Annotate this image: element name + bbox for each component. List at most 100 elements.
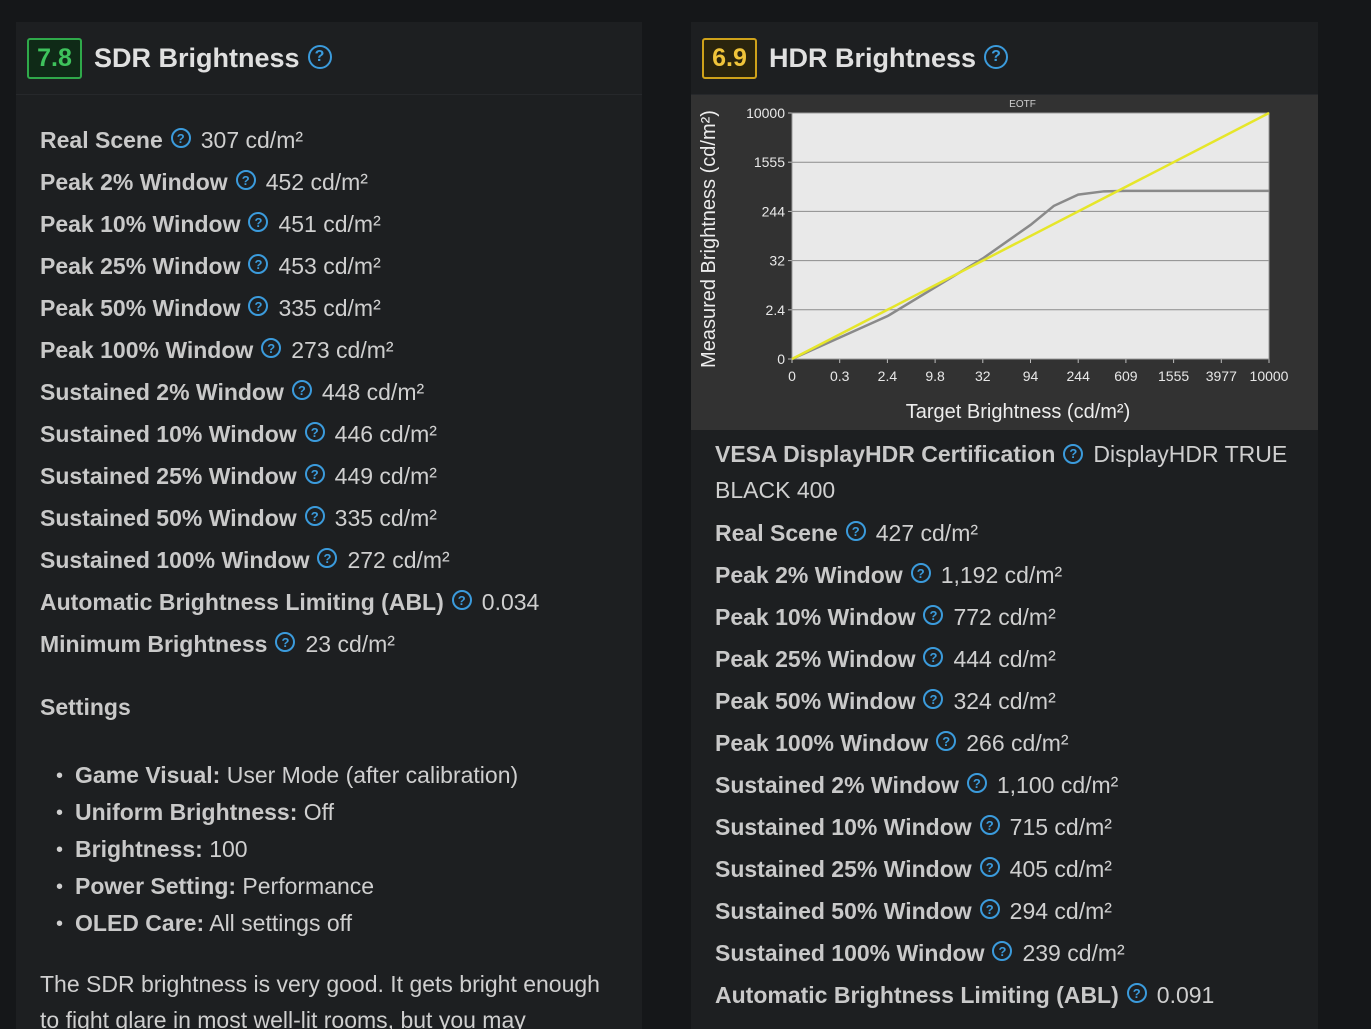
- help-icon[interactable]: ?: [248, 212, 269, 232]
- settings-item: Power Setting: Performance: [56, 868, 642, 905]
- x-tick-label: 32: [975, 368, 991, 384]
- vesa-label: VESA DisplayHDR Certification: [715, 441, 1056, 467]
- help-icon[interactable]: ?: [979, 857, 1000, 877]
- help-icon[interactable]: ?: [1126, 983, 1147, 1003]
- help-icon[interactable]: ?: [304, 464, 325, 484]
- hdr-header: 6.9 HDR Brightness ?: [691, 22, 1318, 95]
- help-icon[interactable]: ?: [304, 506, 325, 526]
- help-icon[interactable]: ?: [451, 590, 472, 610]
- measurement-value: 452 cd/m²: [265, 168, 368, 195]
- measurement-row: Sustained 10% Window? 715 cd/m²: [715, 806, 1294, 848]
- measurement-label: Peak 2% Window: [40, 168, 228, 195]
- help-icon[interactable]: ?: [248, 296, 269, 316]
- help-icon[interactable]: ?: [235, 170, 256, 190]
- measurement-row: Peak 25% Window? 453 cd/m²: [40, 245, 618, 287]
- settings-key: Game Visual:: [75, 762, 221, 788]
- measurement-value: 324 cd/m²: [953, 687, 1056, 714]
- hdr-score-badge: 6.9: [702, 37, 757, 79]
- settings-key: Uniform Brightness:: [75, 799, 298, 825]
- help-icon[interactable]: ?: [979, 815, 1000, 835]
- measurement-label: Sustained 2% Window: [40, 378, 284, 405]
- y-tick-label: 244: [762, 203, 786, 219]
- measurement-row: Automatic Brightness Limiting (ABL)? 0.03…: [40, 581, 618, 623]
- help-icon[interactable]: ?: [966, 773, 987, 793]
- chart-title: EOTF: [1009, 99, 1036, 110]
- measurement-label: Real Scene: [40, 126, 163, 153]
- x-tick-label: 2.4: [878, 368, 898, 384]
- settings-item: Uniform Brightness: Off: [56, 794, 642, 831]
- measurement-value: 451 cd/m²: [278, 210, 381, 237]
- settings-value: Performance: [242, 873, 375, 899]
- measurement-value: 427 cd/m²: [875, 519, 979, 546]
- y-tick-label: 32: [769, 253, 785, 269]
- sdr-score-badge: 7.8: [27, 37, 82, 79]
- measurement-row: Sustained 2% Window? 1,100 cd/m²: [715, 764, 1294, 806]
- x-tick-label: 0.3: [830, 368, 850, 384]
- plot-border: [791, 112, 1270, 360]
- x-tick-label: 244: [1067, 368, 1091, 384]
- help-icon[interactable]: ?: [992, 941, 1013, 961]
- measurement-row: Peak 2% Window? 1,192 cd/m²: [715, 554, 1294, 596]
- measurement-label: Peak 25% Window: [40, 252, 241, 279]
- help-icon[interactable]: ?: [291, 380, 312, 400]
- help-icon[interactable]: ?: [910, 563, 931, 583]
- x-tick-label: 94: [1023, 368, 1039, 384]
- measured-curve: [791, 189, 1269, 361]
- help-icon[interactable]: ?: [170, 128, 191, 148]
- vesa-certification: VESA DisplayHDR Certification? DisplayHDR…: [691, 436, 1318, 508]
- help-icon[interactable]: ?: [275, 632, 296, 652]
- eotf-chart-svg: 0 2.4 32 244 1555 10000 0 0.3 2.4 9.8 32 94 244 609 15…: [698, 99, 1289, 423]
- help-icon[interactable]: ?: [1063, 443, 1084, 464]
- measurement-label: Sustained 25% Window: [715, 855, 972, 882]
- measurement-row: Peak 25% Window? 444 cd/m²: [715, 638, 1294, 680]
- help-icon[interactable]: ?: [979, 899, 1000, 919]
- x-tick-label: 3977: [1206, 368, 1237, 384]
- measurement-value: 266 cd/m²: [966, 729, 1069, 756]
- help-icon[interactable]: ?: [845, 521, 866, 541]
- x-tick-label: 10000: [1250, 368, 1289, 384]
- hdr-measurements: Real Scene? 427 cd/m² Peak 2% Window? 1,192…: [691, 512, 1318, 1016]
- measurement-label: Peak 25% Window: [715, 645, 916, 672]
- settings-heading: Settings: [40, 694, 131, 720]
- measurement-label: Peak 10% Window: [715, 603, 916, 630]
- measurement-row: Sustained 10% Window? 446 cd/m²: [40, 413, 618, 455]
- y-tick-label: 2.4: [766, 302, 786, 318]
- measurement-row: Sustained 25% Window? 405 cd/m²: [715, 848, 1294, 890]
- help-icon[interactable]: ?: [984, 45, 1009, 69]
- measurement-row: Sustained 50% Window? 294 cd/m²: [715, 890, 1294, 932]
- eotf-chart: 0 2.4 32 244 1555 10000 0 0.3 2.4 9.8 32 94 244 609 15…: [691, 95, 1318, 430]
- measurement-row: Peak 50% Window? 324 cd/m²: [715, 680, 1294, 722]
- measurement-label: Sustained 100% Window: [40, 546, 310, 573]
- sdr-description: The SDR brightness is very good. It gets…: [40, 971, 600, 1029]
- hdr-brightness-panel: 6.9 HDR Brightness ? 0 2.4 32 244 1555 10000 0…: [691, 22, 1318, 1029]
- measurement-row: Automatic Brightness Limiting (ABL)? 0.09…: [715, 974, 1294, 1016]
- help-icon[interactable]: ?: [936, 731, 957, 751]
- measurement-value: 335 cd/m²: [278, 294, 381, 321]
- measurement-value: 1,100 cd/m²: [996, 771, 1119, 798]
- measurement-value: 448 cd/m²: [321, 378, 425, 405]
- settings-value: User Mode (after calibration): [226, 762, 519, 788]
- help-icon[interactable]: ?: [923, 689, 944, 709]
- measurement-row: Peak 100% Window? 266 cd/m²: [715, 722, 1294, 764]
- measurement-label: Automatic Brightness Limiting (ABL): [40, 588, 444, 615]
- measurement-row: Sustained 2% Window? 448 cd/m²: [40, 371, 618, 413]
- help-icon[interactable]: ?: [317, 548, 338, 568]
- measurement-row: Real Scene? 307 cd/m²: [40, 119, 618, 161]
- settings-key: OLED Care:: [75, 910, 205, 936]
- measurement-label: Sustained 25% Window: [40, 462, 297, 489]
- hdr-title: HDR Brightness: [769, 42, 977, 73]
- measurement-label: Peak 50% Window: [715, 687, 916, 714]
- help-icon[interactable]: ?: [923, 647, 944, 667]
- measurement-label: Real Scene: [715, 519, 838, 546]
- measurement-value: 23 cd/m²: [305, 630, 395, 657]
- help-icon[interactable]: ?: [248, 254, 269, 274]
- help-icon[interactable]: ?: [923, 605, 944, 625]
- settings-value: Off: [303, 799, 335, 825]
- measurement-row: Sustained 25% Window? 449 cd/m²: [40, 455, 618, 497]
- measurement-label: Peak 100% Window: [40, 336, 254, 363]
- measurement-label: Sustained 100% Window: [715, 939, 985, 966]
- help-icon[interactable]: ?: [261, 338, 282, 358]
- measurement-label: Sustained 50% Window: [40, 504, 297, 531]
- help-icon[interactable]: ?: [307, 45, 332, 69]
- help-icon[interactable]: ?: [304, 422, 325, 442]
